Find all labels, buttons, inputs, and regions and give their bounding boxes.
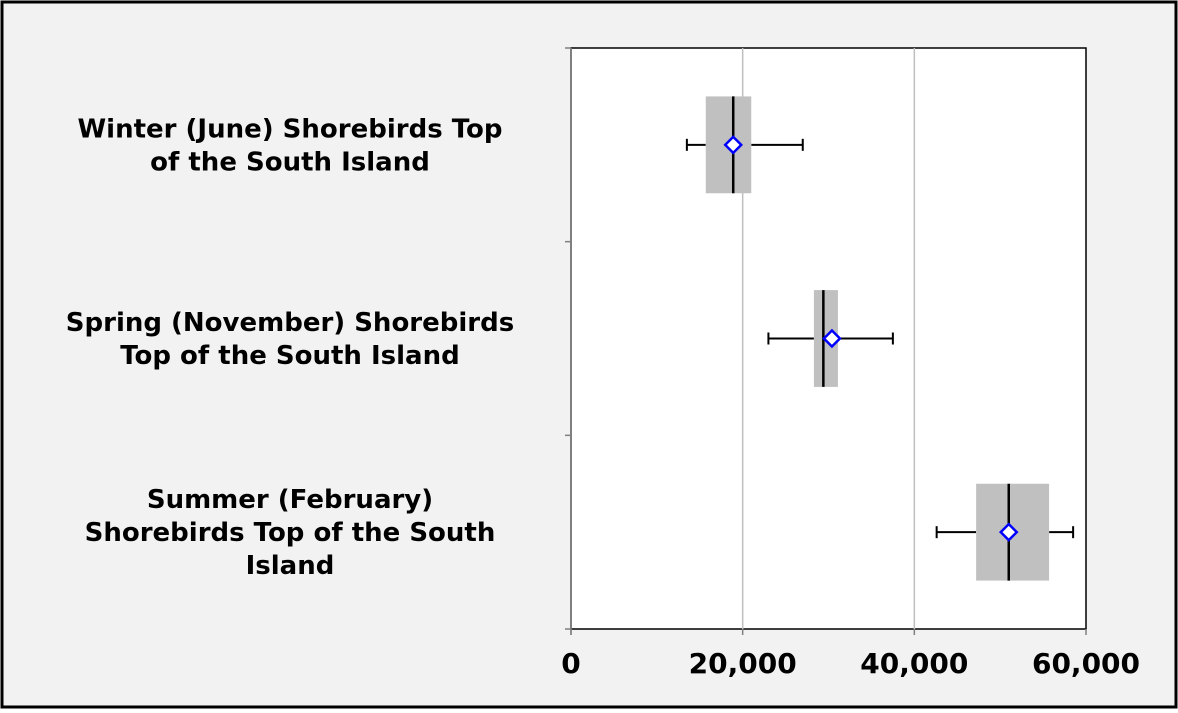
box-series <box>685 96 1075 581</box>
x-tick-label-1: 20,000 <box>689 647 797 680</box>
category-label-2: Summer (February) Shorebirds Top of the S… <box>85 485 496 581</box>
category-label-line: Island <box>246 551 335 581</box>
category-label-0: Winter (June) Shorebirds Top of the South… <box>78 114 503 177</box>
mean-marker-2 <box>998 522 1019 542</box>
category-label-line: Summer (February) <box>147 485 433 515</box>
x-tick-labels: 0 20,000 40,000 60,000 <box>561 647 1140 680</box>
category-label-1: Spring (November) Shorebirds Top of the S… <box>66 308 514 371</box>
category-label-line: Winter (June) Shorebirds Top <box>78 114 503 144</box>
category-label-line: Spring (November) Shorebirds <box>66 308 514 338</box>
x-tick-label-0: 0 <box>561 647 580 680</box>
category-labels: Winter (June) Shorebirds Top of the South… <box>66 114 514 581</box>
category-label-line: of the South Island <box>150 147 430 177</box>
category-label-line: Shorebirds Top of the South <box>85 518 496 548</box>
mean-marker-1 <box>822 328 842 349</box>
axes <box>565 47 1087 635</box>
x-tick-label-2: 40,000 <box>860 647 968 680</box>
x-tick-label-3: 60,000 <box>1032 647 1140 680</box>
category-label-line: Top of the South Island <box>120 341 459 371</box>
mean-marker-0 <box>723 135 743 155</box>
